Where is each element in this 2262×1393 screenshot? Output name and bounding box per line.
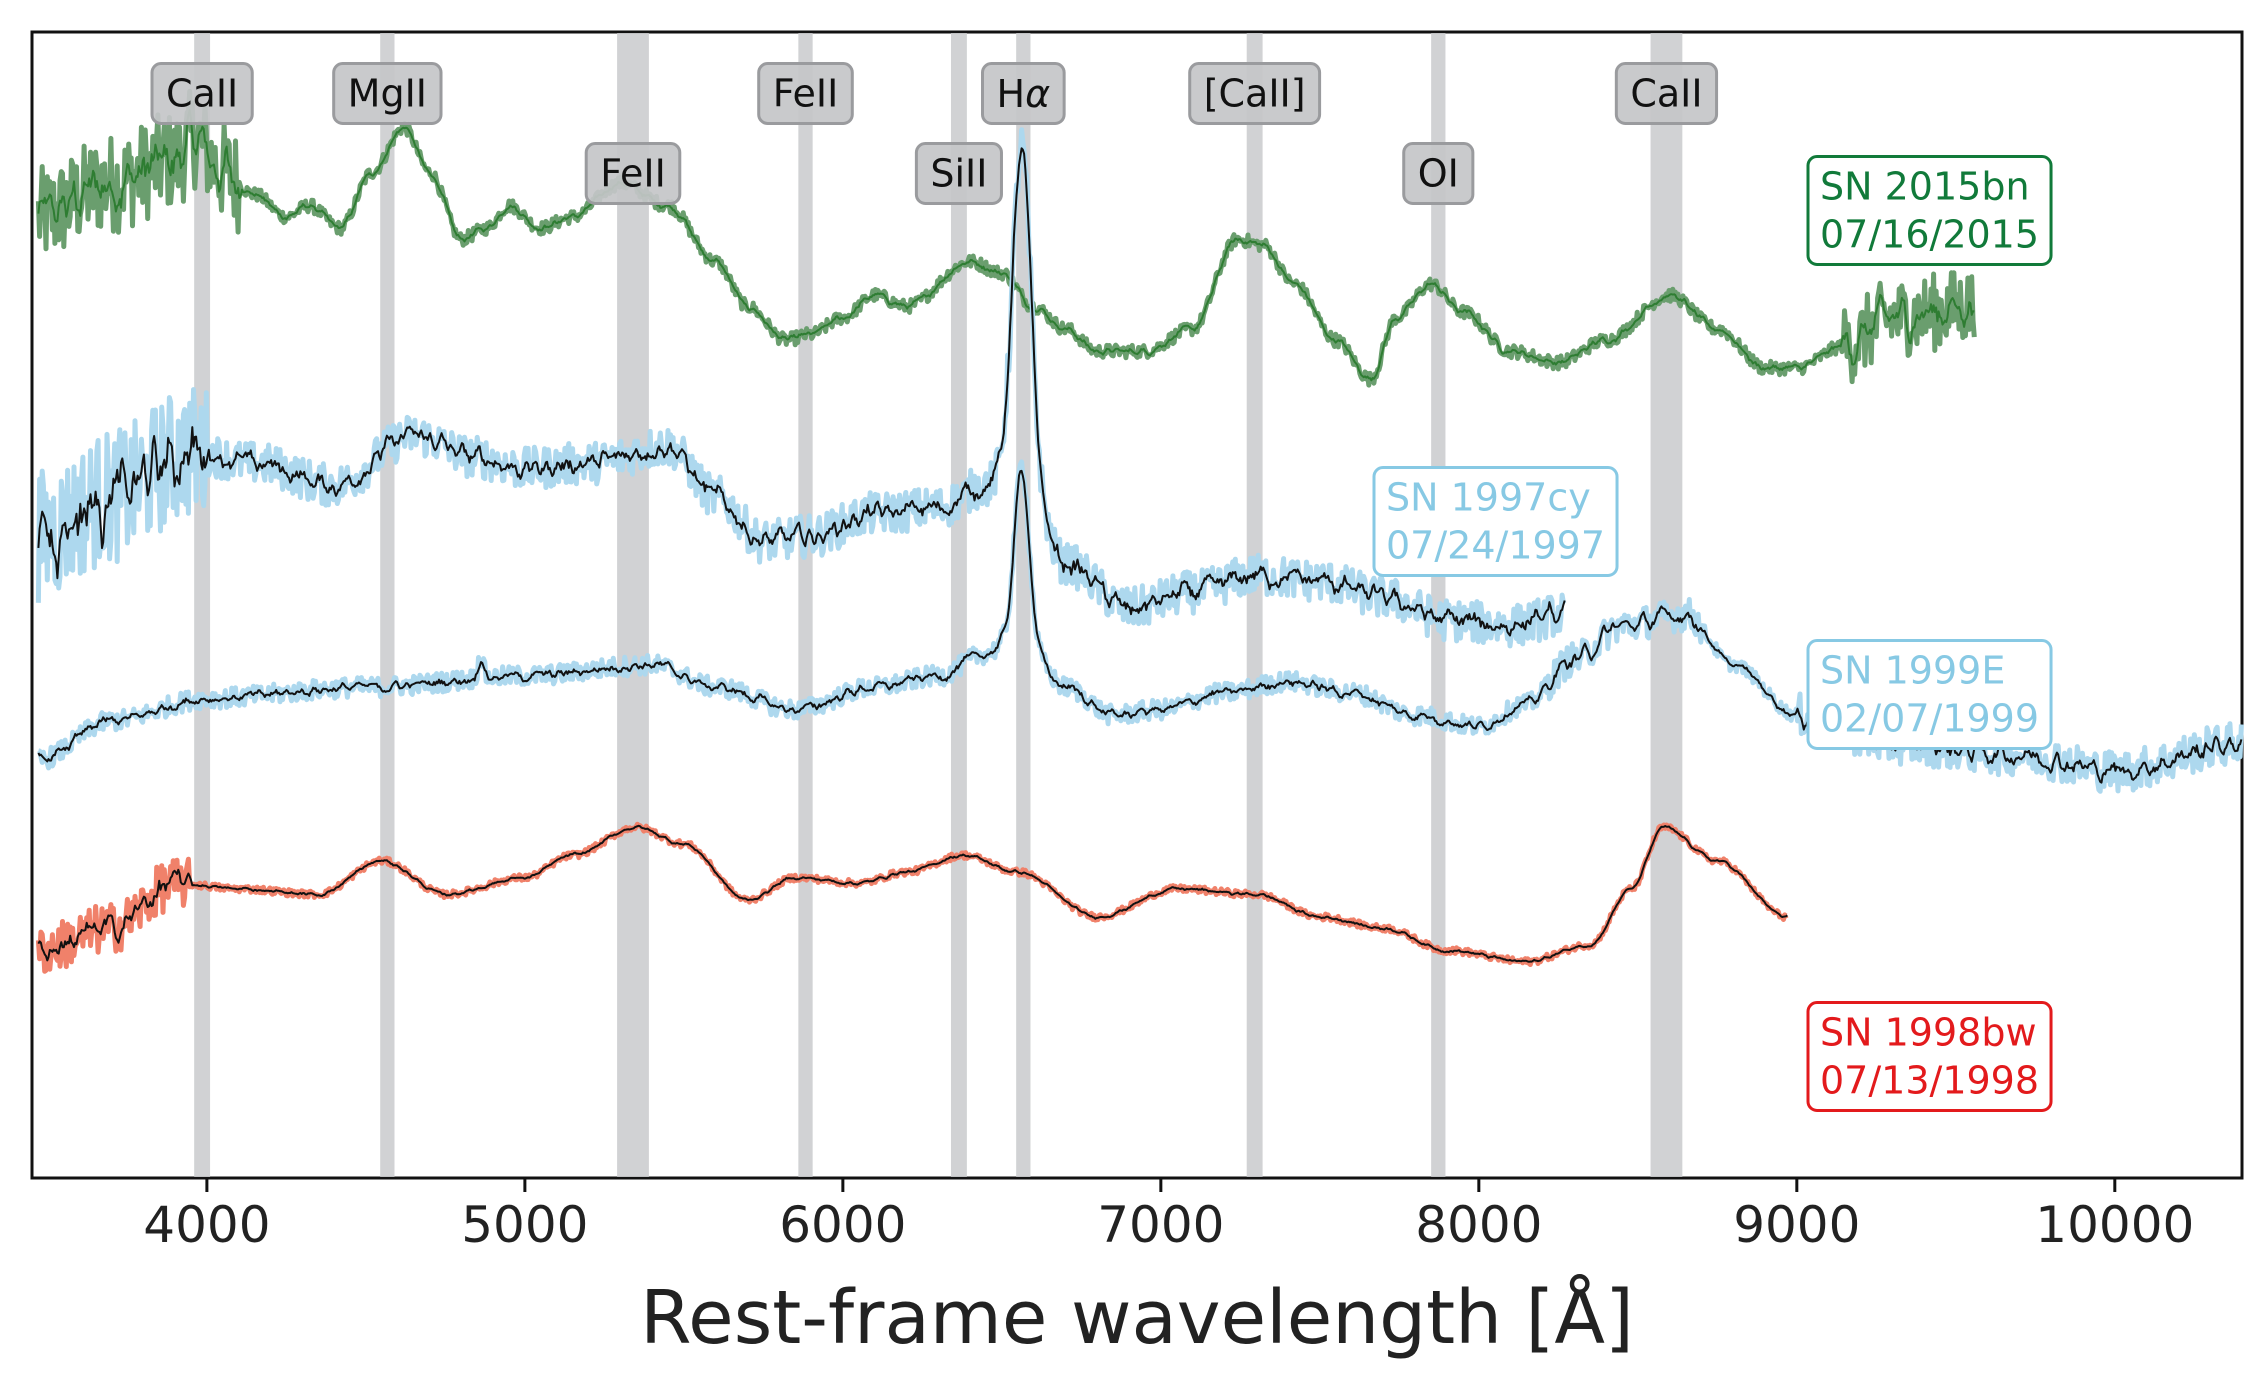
raw-spectrum (35, 821, 1789, 974)
line-band-label-text: CaII (1630, 72, 1702, 116)
series-name: SN 1999E (1820, 649, 2005, 693)
line-band-6 (1016, 33, 1031, 1177)
line-band-label-4: FeII (757, 62, 854, 125)
line-band-label-7: [CaII] (1188, 62, 1322, 125)
series-sn-1997cy (35, 127, 1567, 649)
line-band-label-box (914, 142, 1003, 205)
smoothed-spectrum (37, 109, 1975, 382)
line-band-label-text: OI (1418, 152, 1459, 196)
line-band-3 (617, 33, 649, 1177)
plot-frame (30, 30, 2244, 1180)
line-band-label-box (150, 62, 254, 125)
line-band-label-5: SiII (914, 142, 1003, 205)
line-band-label-text: MgII (348, 72, 427, 116)
line-band-label-box (1402, 142, 1475, 205)
line-band-label-box (1614, 62, 1719, 125)
raw-spectrum (35, 88, 1977, 388)
line-band-7 (1246, 33, 1263, 1177)
line-band-5 (950, 33, 967, 1177)
line-band-label-text: SiII (930, 152, 987, 196)
series-date: 02/07/1999 (1820, 697, 2039, 741)
smoothed-spectrum (37, 147, 1566, 637)
line-band-label-box (332, 62, 443, 125)
line-band-label-text: FeII (600, 152, 666, 196)
line-band-label-3: FeII (584, 142, 682, 205)
line-band-label-text: FeII (773, 72, 839, 116)
series-name: SN 1998bw (1820, 1011, 2037, 1055)
line-band-label-text: [CaII] (1204, 72, 1306, 116)
series-date: 07/13/1998 (1820, 1059, 2039, 1103)
series-name: SN 1997cy (1386, 476, 1591, 520)
x-tick-label: 6000 (779, 1196, 906, 1254)
line-band-label-text: Hα (996, 72, 1050, 116)
line-band-2 (380, 33, 395, 1177)
series-sn-2015bn (35, 88, 1977, 388)
line-band-label-box (757, 62, 854, 125)
series-name: SN 2015bn (1820, 165, 2030, 209)
line-band-label-1: CaII (150, 62, 254, 125)
line-band-label-box (980, 62, 1066, 125)
x-tick-label: 10000 (2035, 1196, 2194, 1254)
x-tick-label: 4000 (143, 1196, 270, 1254)
line-band-4 (798, 33, 813, 1177)
x-tick-label: 9000 (1733, 1196, 1860, 1254)
line-band-label-6: Hα (980, 62, 1066, 125)
line-band-label-2: MgII (332, 62, 443, 125)
series-date: 07/16/2015 (1820, 213, 2039, 257)
line-band-label-box (1188, 62, 1322, 125)
smoothed-spectrum (37, 824, 1788, 963)
line-band-label-8: OI (1402, 142, 1475, 205)
series-label-box (1806, 1001, 2053, 1112)
x-axis: 4000 5000 6000 7000 8000 9000 10000 (143, 1178, 2194, 1254)
x-tick-label: 7000 (1097, 1196, 1224, 1254)
line-band-label-9: CaII (1614, 62, 1719, 125)
series-label-box (1372, 466, 1619, 577)
line-band-label-text: CaII (166, 72, 238, 116)
line-band-label-box (584, 142, 682, 205)
x-axis-label: Rest-frame wavelength [Å] (640, 1275, 1634, 1361)
series-label-box (1806, 639, 2053, 750)
x-tick-label: 5000 (461, 1196, 588, 1254)
line-band-1 (194, 33, 211, 1177)
series-label-box (1806, 155, 2053, 266)
raw-spectrum (35, 127, 1567, 649)
series-date: 07/24/1997 (1386, 524, 1605, 568)
x-tick-label: 8000 (1415, 1196, 1542, 1254)
series-sn-1998bw (35, 821, 1789, 974)
